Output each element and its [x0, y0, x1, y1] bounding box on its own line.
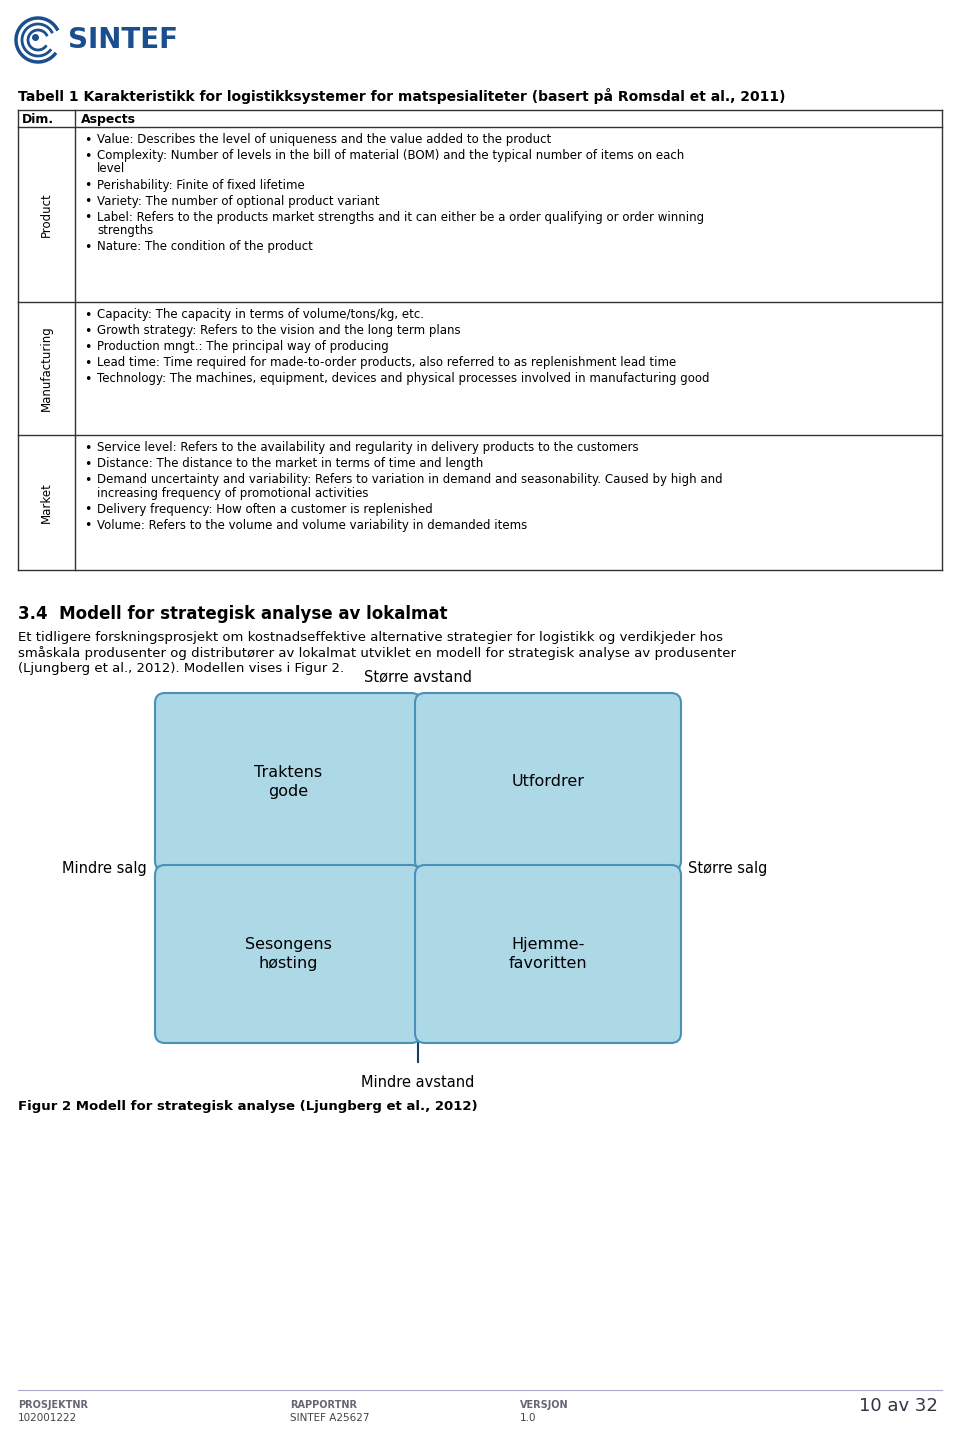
Text: Technology: The machines, equipment, devices and physical processes involved in : Technology: The machines, equipment, dev… — [97, 372, 709, 386]
Text: strengths: strengths — [97, 224, 154, 237]
Text: •: • — [84, 242, 92, 255]
Text: •: • — [84, 179, 92, 192]
Text: •: • — [84, 519, 92, 533]
Text: Hjemme-
favoritten: Hjemme- favoritten — [509, 937, 588, 972]
Text: 102001222: 102001222 — [18, 1413, 77, 1423]
Text: •: • — [84, 503, 92, 517]
Text: SINTEF: SINTEF — [68, 26, 178, 54]
Text: VERSJON: VERSJON — [520, 1400, 568, 1410]
Text: •: • — [84, 356, 92, 370]
Text: Value: Describes the level of uniqueness and the value added to the product: Value: Describes the level of uniqueness… — [97, 132, 551, 146]
Text: Aspects: Aspects — [81, 113, 136, 127]
Text: Dim.: Dim. — [22, 113, 54, 127]
Text: Figur 2 Modell for strategisk analyse (Ljungberg et al., 2012): Figur 2 Modell for strategisk analyse (L… — [18, 1100, 478, 1113]
Text: Lead time: Time required for made-to-order products, also referred to as repleni: Lead time: Time required for made-to-ord… — [97, 356, 676, 370]
Text: Market: Market — [40, 482, 53, 522]
Text: Manufacturing: Manufacturing — [40, 326, 53, 412]
Text: •: • — [84, 458, 92, 471]
Text: •: • — [84, 442, 92, 455]
Text: Tabell 1 Karakteristikk for logistikksystemer for matspesialiteter (basert på Ro: Tabell 1 Karakteristikk for logistikksys… — [18, 87, 785, 103]
Text: •: • — [84, 324, 92, 338]
Text: •: • — [84, 150, 92, 163]
Text: •: • — [84, 372, 92, 386]
FancyBboxPatch shape — [155, 693, 421, 872]
Text: Label: Refers to the products market strengths and it can either be a order qual: Label: Refers to the products market str… — [97, 211, 704, 224]
Text: Demand uncertainty and variability: Refers to variation in demand and seasonabil: Demand uncertainty and variability: Refe… — [97, 473, 723, 486]
FancyBboxPatch shape — [415, 866, 681, 1043]
Text: increasing frequency of promotional activities: increasing frequency of promotional acti… — [97, 486, 369, 499]
Text: Product: Product — [40, 192, 53, 237]
Text: 3.4  Modell for strategisk analyse av lokalmat: 3.4 Modell for strategisk analyse av lok… — [18, 605, 447, 623]
Text: •: • — [84, 474, 92, 487]
Text: Utfordrer: Utfordrer — [512, 774, 585, 790]
Text: Større avstand: Større avstand — [364, 669, 472, 685]
Text: Volume: Refers to the volume and volume variability in demanded items: Volume: Refers to the volume and volume … — [97, 518, 527, 531]
FancyBboxPatch shape — [155, 866, 421, 1043]
Text: 10 av 32: 10 av 32 — [859, 1397, 938, 1416]
Text: PROSJEKTNR: PROSJEKTNR — [18, 1400, 88, 1410]
Text: Mindre avstand: Mindre avstand — [361, 1075, 474, 1090]
Text: Et tidligere forskningsprosjekt om kostnadseffektive alternative strategier for : Et tidligere forskningsprosjekt om kostn… — [18, 631, 736, 675]
Text: level: level — [97, 163, 125, 176]
Text: Production mngt.: The principal way of producing: Production mngt.: The principal way of p… — [97, 340, 389, 354]
Text: Sesongens
høsting: Sesongens høsting — [245, 937, 331, 972]
Text: Growth strategy: Refers to the vision and the long term plans: Growth strategy: Refers to the vision an… — [97, 324, 461, 338]
Text: Større salg: Større salg — [688, 860, 767, 876]
Text: Perishability: Finite of fixed lifetime: Perishability: Finite of fixed lifetime — [97, 179, 304, 192]
Text: Variety: The number of optional product variant: Variety: The number of optional product … — [97, 195, 379, 208]
Text: •: • — [84, 340, 92, 354]
Text: Complexity: Number of levels in the bill of material (BOM) and the typical numbe: Complexity: Number of levels in the bill… — [97, 148, 684, 162]
Text: RAPPORTNR: RAPPORTNR — [290, 1400, 357, 1410]
Text: Nature: The condition of the product: Nature: The condition of the product — [97, 240, 313, 253]
Text: Service level: Refers to the availability and regularity in delivery products to: Service level: Refers to the availabilit… — [97, 441, 638, 454]
Text: •: • — [84, 195, 92, 208]
Text: •: • — [84, 308, 92, 322]
Text: •: • — [84, 134, 92, 147]
Text: Delivery frequency: How often a customer is replenished: Delivery frequency: How often a customer… — [97, 502, 433, 515]
Text: Mindre salg: Mindre salg — [62, 860, 147, 876]
Text: Capacity: The capacity in terms of volume/tons/kg, etc.: Capacity: The capacity in terms of volum… — [97, 308, 424, 322]
Text: Traktens
gode: Traktens gode — [254, 764, 322, 799]
Text: •: • — [84, 211, 92, 224]
FancyBboxPatch shape — [415, 693, 681, 872]
Text: SINTEF A25627: SINTEF A25627 — [290, 1413, 370, 1423]
Text: Distance: The distance to the market in terms of time and length: Distance: The distance to the market in … — [97, 457, 483, 470]
Text: 1.0: 1.0 — [520, 1413, 537, 1423]
